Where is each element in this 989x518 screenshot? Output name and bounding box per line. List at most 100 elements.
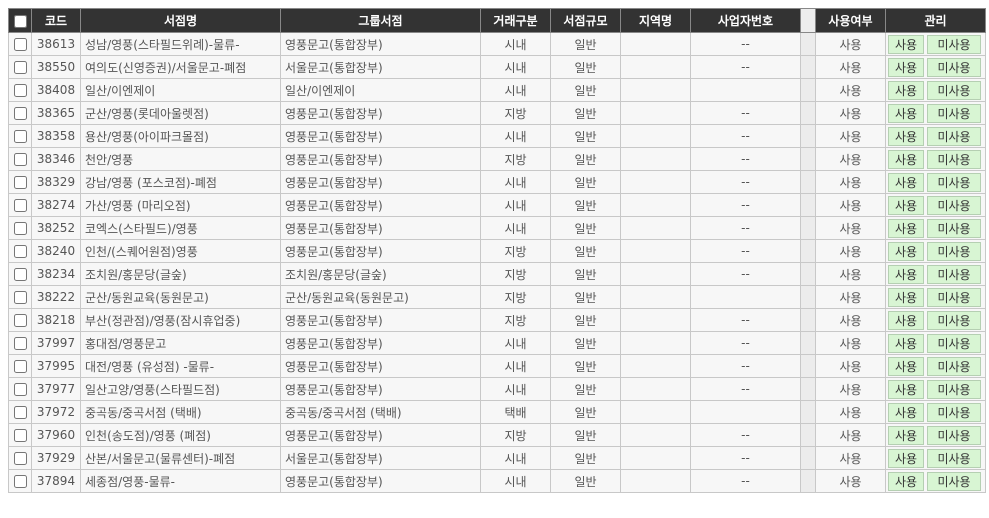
use-button[interactable]: 사용: [888, 126, 924, 146]
use-button[interactable]: 사용: [888, 241, 924, 261]
unuse-button[interactable]: 미사용: [927, 149, 981, 169]
region-cell: [620, 446, 691, 470]
size-cell: 일반: [550, 55, 621, 79]
unuse-button[interactable]: 미사용: [927, 425, 981, 445]
row-checkbox[interactable]: [13, 406, 27, 419]
header-cell: 사업자번호: [690, 8, 801, 33]
use-button[interactable]: 사용: [888, 80, 924, 100]
use-button[interactable]: 사용: [888, 149, 924, 169]
use-button[interactable]: 사용: [888, 264, 924, 284]
row-checkbox[interactable]: [13, 38, 27, 51]
code-cell: 38408: [31, 78, 81, 102]
row-checkbox[interactable]: [13, 268, 27, 281]
gap-cell: [800, 55, 816, 79]
row-checkbox[interactable]: [13, 245, 27, 258]
code-cell: 37960: [31, 423, 81, 447]
row-checkbox[interactable]: [13, 153, 27, 166]
use-button[interactable]: 사용: [888, 218, 924, 238]
name-cell: 인천/(스퀘어원점)영풍: [80, 239, 281, 263]
use-button[interactable]: 사용: [888, 471, 924, 491]
name-cell: 군산/동원교육(동원문고): [80, 285, 281, 309]
row-checkbox[interactable]: [13, 130, 27, 143]
gap-cell: [800, 446, 816, 470]
store-row: 37894 세종점/영풍-물류- 영풍문고(통합장부) 시내 일반 -- 사용 사용 미사용: [8, 469, 986, 493]
manage-cell: 사용 미사용: [885, 446, 986, 470]
manage-cell: 사용 미사용: [885, 354, 986, 378]
unuse-button[interactable]: 미사용: [927, 80, 981, 100]
size-cell: 일반: [550, 308, 621, 332]
gap-cell: [800, 377, 816, 401]
row-checkbox[interactable]: [13, 222, 27, 235]
unuse-button[interactable]: 미사용: [927, 34, 981, 54]
gap-cell: [800, 423, 816, 447]
code-cell: 38240: [31, 239, 81, 263]
use-button[interactable]: 사용: [888, 195, 924, 215]
region-cell: [620, 331, 691, 355]
use-button[interactable]: 사용: [888, 34, 924, 54]
group-cell: 중곡동/중곡서점 (택배): [280, 400, 481, 424]
unuse-button[interactable]: 미사용: [927, 195, 981, 215]
unuse-button[interactable]: 미사용: [927, 103, 981, 123]
name-cell: 용산/영풍(아이파크몰점): [80, 124, 281, 148]
header-gap: [800, 8, 816, 33]
trade-cell: 시내: [480, 377, 551, 401]
store-row: 37929 산본/서울문고(물류센터)-폐점 서울문고(통합장부) 시내 일반 -- 사용 사…: [8, 446, 986, 470]
use-button[interactable]: 사용: [888, 287, 924, 307]
use-button[interactable]: 사용: [888, 57, 924, 77]
status-cell: 사용: [815, 55, 886, 79]
store-row: 38274 가산/영풍 (마리오점) 영풍문고(통합장부) 시내 일반 -- 사용 사용 미사용: [8, 193, 986, 217]
manage-cell: 사용 미사용: [885, 147, 986, 171]
unuse-button[interactable]: 미사용: [927, 126, 981, 146]
status-cell: 사용: [815, 331, 886, 355]
select-all-checkbox[interactable]: [13, 14, 27, 28]
use-button[interactable]: 사용: [888, 356, 924, 376]
row-checkbox[interactable]: [13, 176, 27, 189]
row-checkbox[interactable]: [13, 107, 27, 120]
row-checkbox[interactable]: [13, 360, 27, 373]
use-button[interactable]: 사용: [888, 425, 924, 445]
use-button[interactable]: 사용: [888, 310, 924, 330]
code-cell: 38218: [31, 308, 81, 332]
use-button[interactable]: 사용: [888, 448, 924, 468]
status-cell: 사용: [815, 400, 886, 424]
trade-cell: 시내: [480, 446, 551, 470]
biz-cell: --: [690, 308, 801, 332]
row-checkbox[interactable]: [13, 314, 27, 327]
unuse-button[interactable]: 미사용: [927, 287, 981, 307]
row-checkbox[interactable]: [13, 61, 27, 74]
region-cell: [620, 239, 691, 263]
row-checkbox[interactable]: [13, 199, 27, 212]
manage-cell: 사용 미사용: [885, 239, 986, 263]
row-checkbox[interactable]: [13, 429, 27, 442]
status-cell: 사용: [815, 239, 886, 263]
unuse-button[interactable]: 미사용: [927, 471, 981, 491]
status-cell: 사용: [815, 354, 886, 378]
use-button[interactable]: 사용: [888, 402, 924, 422]
unuse-button[interactable]: 미사용: [927, 356, 981, 376]
use-button[interactable]: 사용: [888, 379, 924, 399]
unuse-button[interactable]: 미사용: [927, 264, 981, 284]
unuse-button[interactable]: 미사용: [927, 218, 981, 238]
row-checkbox[interactable]: [13, 84, 27, 97]
unuse-button[interactable]: 미사용: [927, 448, 981, 468]
header-cell: 사용여부: [815, 8, 886, 33]
row-checkbox[interactable]: [13, 383, 27, 396]
row-checkbox[interactable]: [13, 475, 27, 488]
row-checkbox[interactable]: [13, 337, 27, 350]
unuse-button[interactable]: 미사용: [927, 333, 981, 353]
row-checkbox[interactable]: [13, 452, 27, 465]
store-table: 코드 서점명 그룹서점 거래구분 서점규모 지역명 사업자번호 사용여부 관리 38613 성남/…: [8, 8, 986, 493]
unuse-button[interactable]: 미사용: [927, 241, 981, 261]
group-cell: 영풍문고(통합장부): [280, 101, 481, 125]
use-button[interactable]: 사용: [888, 172, 924, 192]
unuse-button[interactable]: 미사용: [927, 402, 981, 422]
unuse-button[interactable]: 미사용: [927, 379, 981, 399]
code-cell: 38613: [31, 32, 81, 56]
unuse-button[interactable]: 미사용: [927, 310, 981, 330]
use-button[interactable]: 사용: [888, 103, 924, 123]
use-button[interactable]: 사용: [888, 333, 924, 353]
unuse-button[interactable]: 미사용: [927, 172, 981, 192]
row-checkbox[interactable]: [13, 291, 27, 304]
table-body: 38613 성남/영풍(스타필드위례)-물류- 영풍문고(통합장부) 시내 일반 -- 사용…: [8, 32, 986, 493]
unuse-button[interactable]: 미사용: [927, 57, 981, 77]
